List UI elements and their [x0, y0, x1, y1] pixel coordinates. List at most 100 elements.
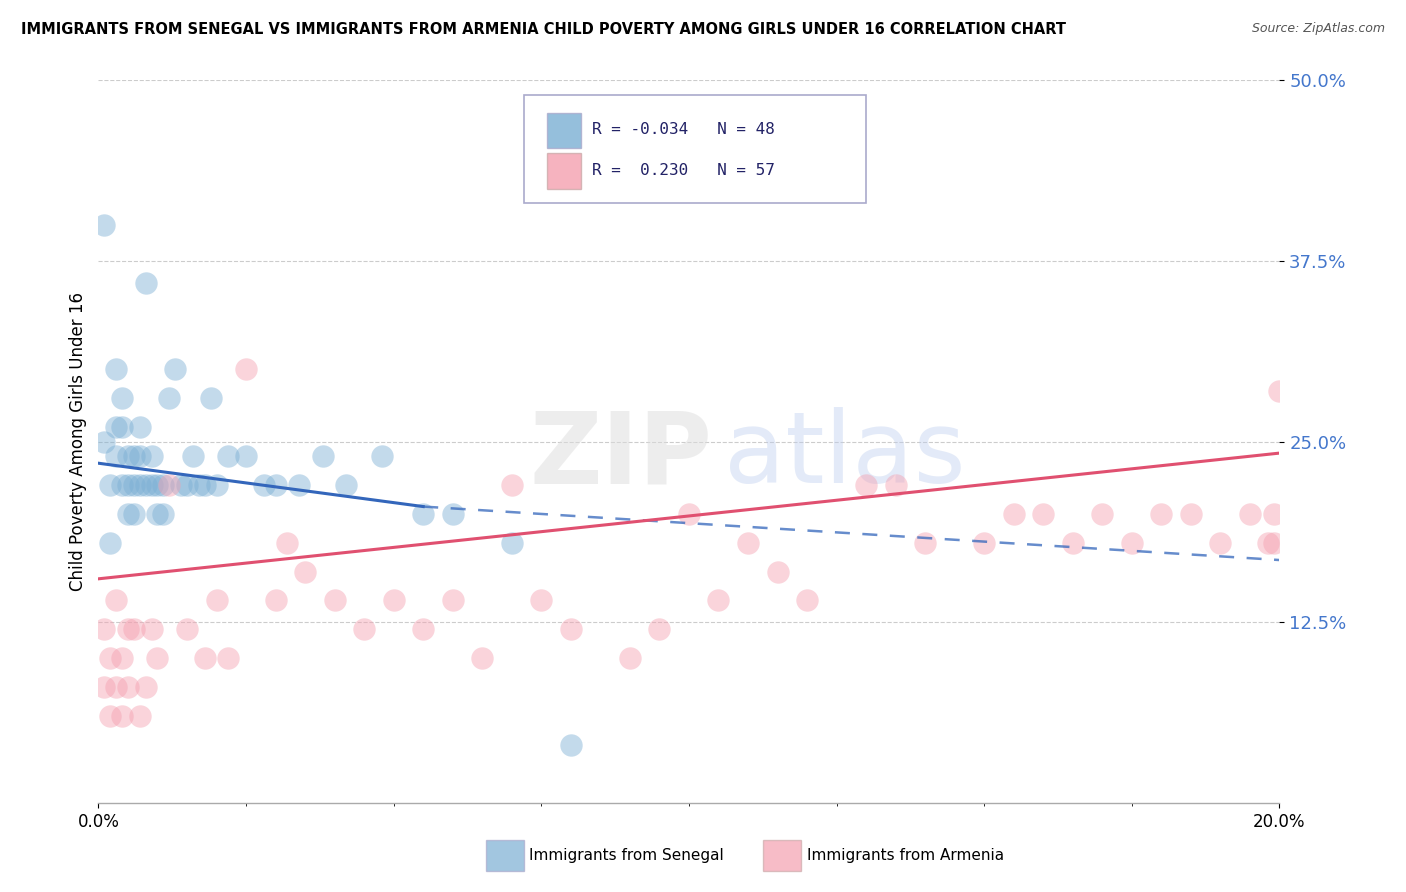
Point — [117, 478, 139, 492]
Point — [93, 218, 115, 232]
Point — [141, 623, 163, 637]
Point — [707, 593, 730, 607]
Point — [128, 449, 150, 463]
Point — [105, 420, 128, 434]
Point — [93, 680, 115, 694]
Point — [170, 478, 193, 492]
Point — [98, 651, 121, 665]
Point — [1180, 507, 1202, 521]
Point — [1263, 535, 1285, 549]
Point — [105, 449, 128, 463]
Point — [530, 593, 553, 607]
Point — [135, 276, 157, 290]
Point — [914, 535, 936, 549]
Point — [152, 507, 174, 521]
Point — [105, 362, 128, 376]
Point — [122, 507, 145, 521]
Point — [678, 507, 700, 521]
Point — [176, 478, 198, 492]
Point — [93, 434, 115, 449]
Point — [111, 651, 134, 665]
Point — [93, 623, 115, 637]
Text: R =  0.230   N = 57: R = 0.230 N = 57 — [592, 163, 775, 178]
Point — [117, 680, 139, 694]
FancyBboxPatch shape — [763, 840, 801, 871]
Point — [141, 449, 163, 463]
Point — [371, 449, 394, 463]
Point — [194, 478, 217, 492]
Point — [217, 449, 239, 463]
FancyBboxPatch shape — [547, 153, 582, 189]
Point — [294, 565, 316, 579]
Point — [1257, 535, 1279, 549]
Point — [737, 535, 759, 549]
Point — [117, 623, 139, 637]
Point — [187, 478, 209, 492]
Point — [135, 478, 157, 492]
Point — [766, 565, 789, 579]
Point — [217, 651, 239, 665]
Point — [1062, 535, 1084, 549]
Point — [152, 478, 174, 492]
FancyBboxPatch shape — [523, 95, 866, 203]
Point — [128, 478, 150, 492]
Point — [165, 362, 187, 376]
Point — [560, 738, 582, 752]
Point — [323, 593, 346, 607]
Point — [619, 651, 641, 665]
Point — [648, 623, 671, 637]
Point — [471, 651, 494, 665]
Point — [288, 478, 311, 492]
Point — [176, 623, 198, 637]
Point — [105, 680, 128, 694]
Point — [335, 478, 357, 492]
Point — [111, 478, 134, 492]
Point — [264, 593, 287, 607]
Y-axis label: Child Poverty Among Girls Under 16: Child Poverty Among Girls Under 16 — [69, 292, 87, 591]
Point — [135, 680, 157, 694]
Point — [1032, 507, 1054, 521]
Text: Immigrants from Armenia: Immigrants from Armenia — [807, 848, 1004, 863]
Point — [146, 478, 169, 492]
Point — [128, 420, 150, 434]
Point — [122, 623, 145, 637]
Point — [194, 651, 217, 665]
Point — [205, 478, 228, 492]
Text: R = -0.034   N = 48: R = -0.034 N = 48 — [592, 122, 775, 136]
Point — [412, 623, 434, 637]
Point — [973, 535, 995, 549]
Point — [105, 593, 128, 607]
Point — [117, 449, 139, 463]
Point — [312, 449, 335, 463]
Point — [235, 449, 257, 463]
Text: IMMIGRANTS FROM SENEGAL VS IMMIGRANTS FROM ARMENIA CHILD POVERTY AMONG GIRLS UND: IMMIGRANTS FROM SENEGAL VS IMMIGRANTS FR… — [21, 22, 1066, 37]
Point — [501, 478, 523, 492]
Point — [205, 593, 228, 607]
Text: Source: ZipAtlas.com: Source: ZipAtlas.com — [1251, 22, 1385, 36]
Point — [157, 391, 180, 405]
Point — [111, 391, 134, 405]
Point — [1002, 507, 1025, 521]
Point — [412, 507, 434, 521]
Point — [1209, 535, 1232, 549]
Text: ZIP: ZIP — [530, 408, 713, 505]
Point — [181, 449, 204, 463]
Point — [884, 478, 907, 492]
Point — [200, 391, 222, 405]
Point — [122, 478, 145, 492]
Point — [501, 535, 523, 549]
Point — [855, 478, 877, 492]
Point — [1091, 507, 1114, 521]
Point — [157, 478, 180, 492]
Point — [441, 507, 464, 521]
Point — [141, 478, 163, 492]
Point — [560, 623, 582, 637]
Point — [264, 478, 287, 492]
Point — [276, 535, 298, 549]
Point — [353, 623, 375, 637]
Point — [146, 507, 169, 521]
Point — [796, 593, 818, 607]
Point — [98, 535, 121, 549]
Text: Immigrants from Senegal: Immigrants from Senegal — [530, 848, 724, 863]
Point — [111, 709, 134, 723]
